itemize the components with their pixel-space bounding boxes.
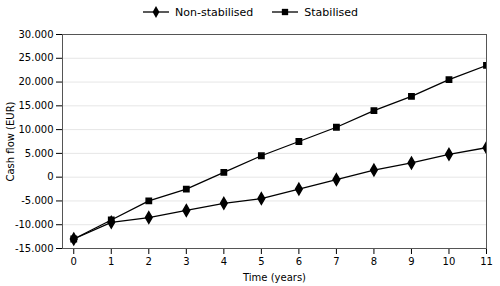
svg-text:10.000: 10.000	[19, 124, 54, 135]
svg-text:3: 3	[183, 256, 189, 267]
svg-text:10: 10	[443, 256, 456, 267]
svg-text:2: 2	[146, 256, 152, 267]
svg-text:-5.000: -5.000	[21, 195, 53, 206]
svg-text:5: 5	[258, 256, 264, 267]
svg-text:Time (years): Time (years)	[242, 272, 306, 283]
svg-text:1: 1	[108, 256, 114, 267]
svg-text:11: 11	[480, 256, 493, 267]
svg-text:8: 8	[371, 256, 377, 267]
svg-text:4: 4	[221, 256, 227, 267]
svg-text:-15.000: -15.000	[15, 243, 54, 254]
svg-text:5.000: 5.000	[25, 148, 54, 159]
svg-text:30.000: 30.000	[19, 29, 54, 40]
svg-text:15.000: 15.000	[19, 100, 54, 111]
html-text:Stabilised: Stabilised	[304, 5, 358, 19]
svg-text:6: 6	[296, 256, 302, 267]
svg-text:25.000: 25.000	[19, 52, 54, 63]
svg-text:7: 7	[333, 256, 339, 267]
svg-text:9: 9	[408, 256, 414, 267]
svg-text:Cash flow (EUR): Cash flow (EUR)	[5, 101, 16, 181]
svg-text:0: 0	[47, 171, 53, 182]
svg-text:20.000: 20.000	[19, 76, 54, 87]
html-text:Non-stabilised: Non-stabilised	[175, 5, 254, 19]
svg-text:-10.000: -10.000	[15, 219, 54, 230]
svg-text:0: 0	[71, 256, 77, 267]
